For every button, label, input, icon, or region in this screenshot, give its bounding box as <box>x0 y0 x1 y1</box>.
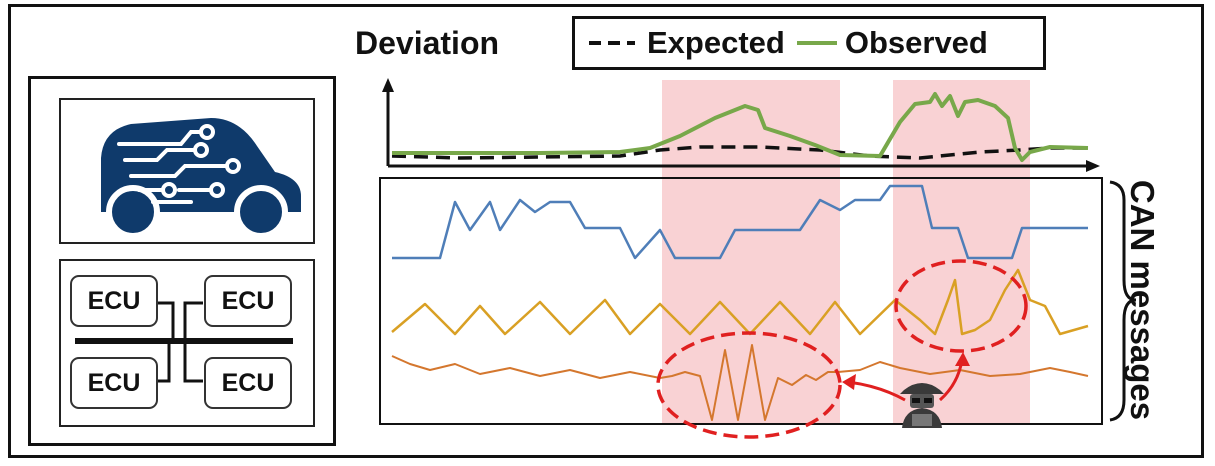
can-messages-box <box>379 177 1103 425</box>
can-bus-wiring <box>75 301 293 383</box>
ecu-top-right: ECU <box>204 275 292 327</box>
observed-line <box>392 92 1089 162</box>
legend: Expected Observed <box>572 16 1046 70</box>
legend-observed-swatch <box>796 41 837 45</box>
attack-arrow-head-up <box>955 352 970 366</box>
can-signal-1 <box>392 184 1088 260</box>
expected-line <box>391 145 1088 160</box>
figure-frame <box>8 4 1204 458</box>
ecu-network-box: ECU ECU ECU ECU <box>59 259 315 427</box>
deviation-axes <box>382 78 1100 172</box>
can-brace <box>1109 180 1137 422</box>
deviation-title: Deviation <box>355 25 500 61</box>
vehicle-panel <box>28 76 336 446</box>
ecu-top-left: ECU <box>70 275 158 327</box>
anomaly-circle-1 <box>656 331 842 439</box>
legend-expected-swatch <box>589 41 635 45</box>
legend-observed-label: Observed <box>844 25 988 60</box>
attack-arrow-head-left <box>842 374 856 390</box>
connected-car-icon <box>101 118 301 239</box>
can-signal-2 <box>391 268 1089 336</box>
can-signal-3 <box>391 344 1089 421</box>
ecu-bottom-left: ECU <box>70 357 158 409</box>
vehicle-box <box>59 98 315 244</box>
anomaly-circle-2 <box>894 259 1028 353</box>
highlight-window-1 <box>662 80 840 424</box>
can-messages-title: CAN messages <box>1124 179 1161 421</box>
legend-expected-label: Expected <box>647 25 785 60</box>
ecu-bottom-right: ECU <box>204 357 292 409</box>
hacker-icon <box>900 383 944 428</box>
